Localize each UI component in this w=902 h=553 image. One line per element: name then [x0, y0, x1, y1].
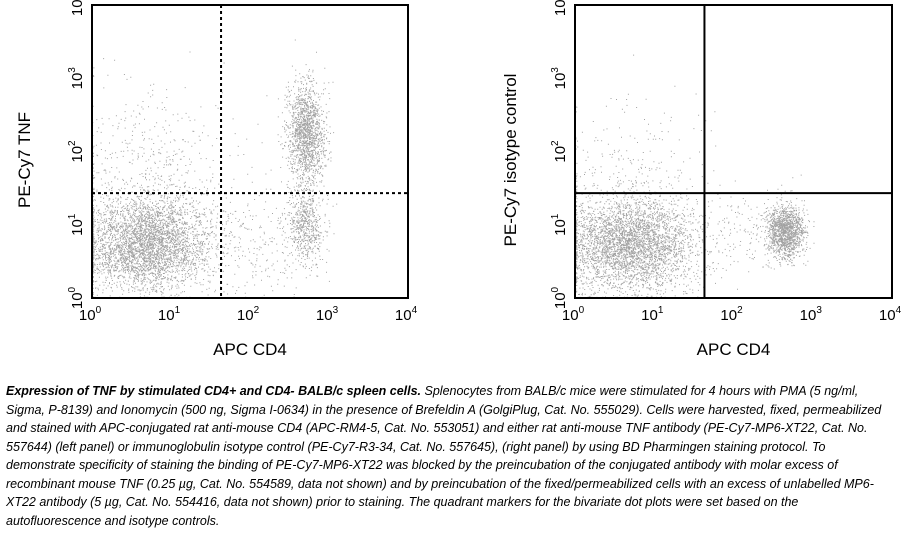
y-tick-label: 103: [67, 67, 86, 90]
x-tick-label: 102: [237, 305, 260, 324]
x-tick-label: 104: [879, 305, 902, 324]
y-tick-label: 100: [67, 286, 86, 309]
left-x-tick-labels: 100 101 102 103 104: [79, 305, 418, 324]
figure-caption: Expression of TNF by stimulated CD4+ and…: [6, 382, 896, 530]
right-y-axis-label: PE-Cy7 isotype control: [501, 74, 520, 247]
event-dots: [92, 39, 338, 299]
left-plot-frame: [91, 4, 409, 299]
caption-lead: Expression of TNF by stimulated CD4+ and…: [6, 384, 422, 398]
x-tick-label: 103: [316, 305, 339, 324]
left-y-axis-label: PE-Cy7 TNF: [15, 112, 34, 208]
y-tick-label: 101: [550, 213, 569, 236]
x-tick-label: 103: [800, 305, 823, 324]
caption-body: Splenocytes from BALB/c mice were stimul…: [6, 384, 882, 528]
event-dots: [575, 54, 815, 299]
y-tick-label: 102: [67, 140, 86, 163]
x-tick-label: 100: [562, 305, 585, 324]
y-tick-label: 100: [550, 286, 569, 309]
left-y-tick-labels: 100 101 102 103 104: [67, 0, 86, 309]
x-tick-label: 104: [395, 305, 418, 324]
right-x-axis-label: APC CD4: [697, 340, 771, 359]
y-tick-label: 102: [550, 140, 569, 163]
right-x-tick-labels: 100 101 102 103 104: [562, 305, 902, 324]
y-tick-label: 103: [550, 67, 569, 90]
right-dot-cloud: [575, 54, 815, 299]
right-y-tick-labels: 100 101 102 103 104: [550, 0, 569, 309]
right-plot-frame: [574, 4, 893, 299]
left-dot-cloud: [92, 39, 338, 299]
x-tick-label: 101: [641, 305, 664, 324]
x-tick-label: 100: [79, 305, 102, 324]
x-tick-label: 102: [720, 305, 743, 324]
y-tick-label: 101: [67, 213, 86, 236]
left-x-axis-label: APC CD4: [213, 340, 287, 359]
x-tick-label: 101: [158, 305, 181, 324]
y-tick-label: 104: [550, 0, 569, 16]
y-tick-label: 104: [67, 0, 86, 16]
